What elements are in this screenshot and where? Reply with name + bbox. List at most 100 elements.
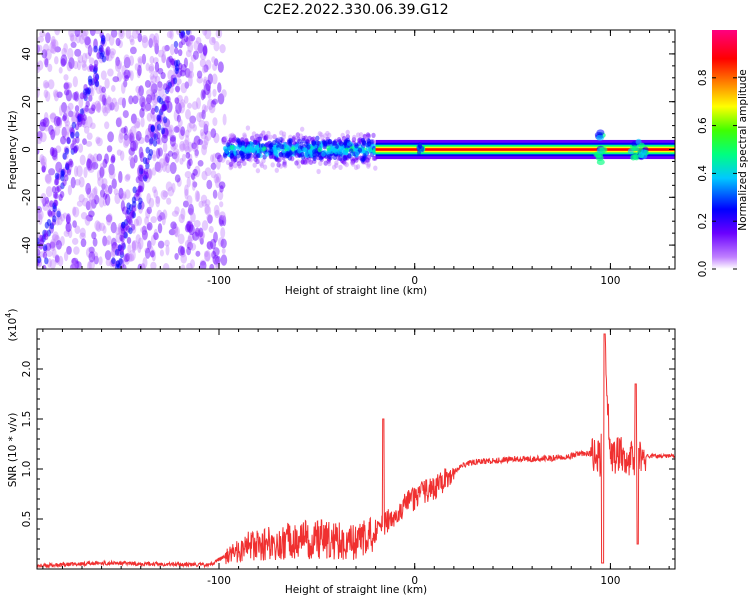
heatmap-cell (366, 133, 371, 139)
heatmap-cell (50, 238, 57, 248)
heatmap-cell (174, 252, 179, 260)
heatmap-cell (100, 70, 107, 81)
heatmap-cell (147, 168, 152, 179)
heatmap-cell (217, 82, 222, 93)
heatmap-cell (192, 168, 198, 176)
heatmap-cell (84, 36, 91, 46)
heatmap-cell (128, 133, 136, 145)
heatmap-cell (173, 40, 179, 48)
heatmap-cell (124, 223, 129, 231)
bottom-y-axis-label: SNR (10 * v/v) (7, 413, 19, 488)
heatmap-cell (311, 140, 317, 146)
heatmap-cell (82, 30, 89, 37)
colorbar-tick-label: 0.2 (697, 213, 709, 230)
heatmap-cell (126, 215, 131, 223)
heatmap-cell (72, 76, 78, 88)
heatmap-cell (106, 96, 113, 106)
heatmap-cell (167, 69, 174, 81)
heatmap-cell (306, 157, 312, 163)
heatmap-cell (70, 131, 75, 139)
heatmap-cell (161, 54, 166, 64)
heatmap-cell (63, 42, 68, 53)
heatmap-cell (88, 106, 95, 115)
heatmap-cell (137, 237, 144, 250)
heatmap-cell (235, 153, 241, 159)
heatmap-cell (212, 88, 217, 97)
heatmap-cell (231, 134, 237, 140)
heatmap-cell (230, 132, 235, 138)
heatmap-cell (350, 161, 356, 167)
heatmap-cell (52, 202, 57, 210)
heatmap-cell (93, 59, 99, 67)
heatmap-cell (49, 146, 55, 157)
heatmap-cell (65, 213, 71, 225)
x-tick-label: 100 (600, 575, 620, 587)
heatmap-cell (37, 210, 41, 223)
heatmap-cell (148, 197, 155, 208)
heatmap-cell (148, 37, 154, 49)
heatmap-cell (198, 232, 205, 243)
heatmap-cell (42, 251, 48, 259)
heatmap-cell (129, 35, 134, 43)
heatmap-cell (40, 158, 46, 168)
heatmap-cell (123, 79, 128, 88)
heatmap-cell (353, 164, 359, 171)
heatmap-cell (147, 168, 153, 180)
heatmap-cell (57, 255, 64, 267)
heatmap-cell (174, 85, 181, 93)
heatmap-cell (143, 167, 149, 175)
heatmap-cell (74, 225, 81, 235)
heatmap-cell (210, 154, 215, 163)
heatmap-cell (60, 58, 66, 67)
heatmap-cell (164, 239, 170, 247)
heatmap-cell (174, 206, 180, 215)
heatmap-cell (115, 263, 120, 269)
heatmap-cell (110, 154, 116, 163)
heatmap-cell (88, 94, 93, 102)
heatmap-cell (312, 149, 317, 155)
heatmap-cell (336, 155, 341, 161)
heatmap-cell (332, 154, 338, 160)
heatmap-cell (194, 227, 200, 237)
snr-panel: -100 0 100 0.5 1.0 1.5 2.0 Height of straight … (4, 309, 676, 596)
heatmap-cell (326, 145, 331, 151)
heatmap-cell (48, 210, 53, 218)
heatmap-cell (184, 170, 192, 179)
x-tick-label: 0 (411, 275, 418, 287)
heatmap-cell (61, 47, 68, 57)
heatmap-cell (214, 209, 220, 219)
heatmap-cell (91, 231, 97, 240)
heatmap-cell (37, 210, 44, 220)
heatmap-cell (304, 141, 309, 147)
heatmap-cell (144, 216, 150, 226)
heatmap-cell (168, 124, 174, 133)
heatmap-cell (54, 30, 61, 36)
heatmap-cell (121, 82, 126, 94)
heatmap-cell (295, 132, 300, 138)
heatmap-cell (365, 142, 370, 148)
heatmap-cell (88, 160, 94, 171)
heatmap-cell (63, 114, 70, 124)
heatmap-cell (105, 258, 112, 267)
heatmap-cell (129, 46, 137, 55)
heatmap-cell (150, 83, 158, 94)
heatmap-cell (116, 71, 123, 82)
heatmap-cell (58, 194, 63, 201)
heatmap-cell (167, 129, 174, 136)
heatmap-cell (365, 146, 371, 152)
heatmap-cell (131, 211, 136, 219)
heatmap-cell (185, 152, 191, 159)
heatmap-cell (259, 162, 265, 169)
heatmap-cell (213, 204, 220, 217)
heatmap-cell (162, 262, 170, 269)
heatmap-cell (73, 60, 79, 70)
heatmap-cell (71, 257, 79, 265)
heatmap-cell (184, 129, 190, 138)
heatmap-cell (101, 104, 107, 114)
heatmap-cell (266, 130, 271, 136)
heatmap-cell (180, 82, 188, 94)
heatmap-cell (245, 153, 251, 160)
heatmap-cell (170, 143, 177, 151)
heatmap-cell (172, 148, 180, 156)
